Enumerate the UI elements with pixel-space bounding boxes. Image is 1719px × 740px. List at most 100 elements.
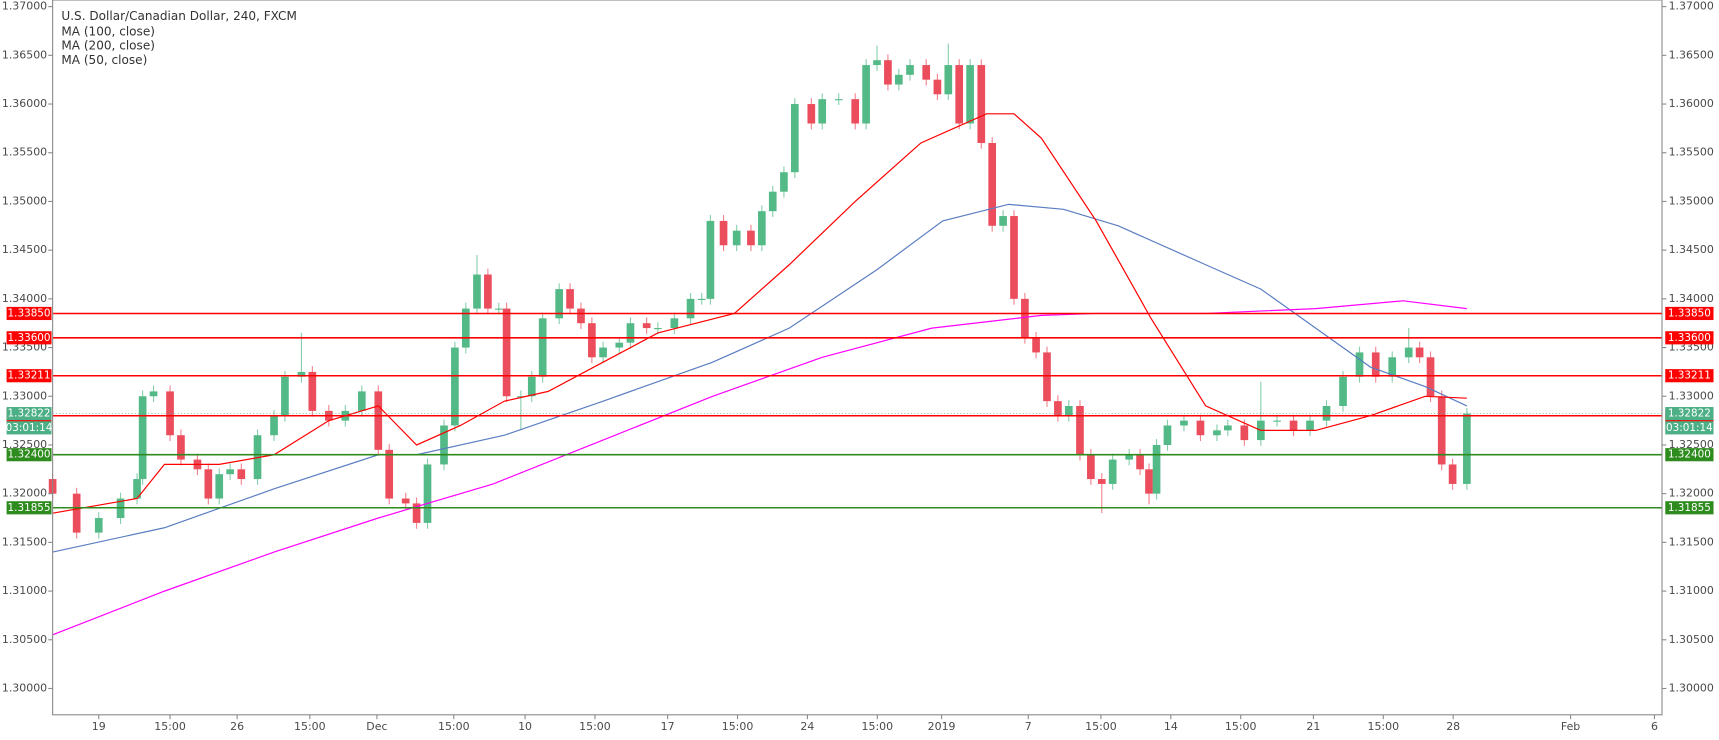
candle-body: [642, 323, 651, 329]
y-tick-label: 1.32000: [2, 487, 47, 500]
y-tick-label: 1.31500: [1669, 535, 1714, 548]
candle-body: [1322, 405, 1331, 421]
y-tick-label: 1.31000: [2, 584, 47, 597]
x-tick-label: 10: [518, 720, 532, 733]
candle-body: [401, 498, 410, 504]
candle-body: [440, 425, 448, 465]
candle-body: [719, 220, 728, 246]
candle-body: [555, 289, 564, 319]
y-tick-label: 1.32500: [2, 438, 47, 451]
x-tick-label: 15:00: [154, 720, 186, 733]
candle-body: [1125, 454, 1134, 460]
price-tag: 1.32400: [1665, 448, 1714, 462]
candle-body: [1163, 425, 1172, 445]
candle-body: [297, 371, 306, 377]
price-tag-label: 1.33211: [1668, 370, 1711, 382]
candle-body: [1339, 376, 1347, 406]
candle-body: [615, 342, 624, 348]
candle-body: [1463, 413, 1471, 484]
x-tick-label: 6: [1651, 720, 1658, 733]
candle-body: [215, 474, 224, 499]
y-tick-label: 1.30000: [2, 681, 47, 694]
price-tag-label: 1.33850: [1668, 307, 1711, 319]
y-tick-label: 1.31500: [2, 535, 47, 548]
candle-body: [706, 220, 715, 299]
price-tag-box: [1665, 407, 1714, 421]
plot-border: [52, 0, 1663, 716]
x-tick-label: 7: [1025, 720, 1032, 733]
candle-body: [308, 371, 317, 411]
candle-body: [577, 308, 585, 324]
candle-body: [473, 274, 481, 309]
candle-body: [1087, 454, 1095, 480]
price-tag: 1.31855: [6, 501, 52, 515]
candle-body: [281, 376, 289, 416]
candle-body: [451, 347, 459, 426]
price-tag-label: 1.32822: [1668, 408, 1711, 420]
x-tick-label: 15:00: [438, 720, 470, 733]
candle-body: [758, 211, 766, 246]
price-tag-box: [6, 501, 52, 515]
candle-body: [894, 74, 903, 85]
price-tag-label: 1.31855: [1668, 502, 1711, 514]
candle-body: [818, 99, 827, 124]
candle-body: [1224, 425, 1232, 431]
candle-body: [1152, 444, 1161, 494]
x-tick-label: Dec: [366, 720, 387, 733]
y-tick-label: 1.32500: [1669, 438, 1714, 451]
price-tag-label: 1.33600: [8, 332, 51, 344]
candle-body: [1289, 420, 1298, 431]
moving-average: [52, 113, 1467, 514]
candle-body: [922, 65, 931, 80]
chart-title: U.S. Dollar/Canadian Dollar, 240, FXCM: [61, 9, 296, 23]
candle-body: [1043, 352, 1051, 402]
y-tick-label: 1.34500: [1669, 243, 1714, 256]
price-tag-label: 1.32822: [8, 408, 51, 420]
candle-body: [999, 216, 1007, 226]
y-tick-label: 1.37000: [2, 0, 47, 13]
candle-body: [780, 172, 788, 192]
moving-average: [52, 300, 1467, 636]
candle-body: [851, 99, 860, 124]
candle-body: [654, 328, 662, 330]
candle-body: [1108, 459, 1117, 484]
candle-body: [1213, 430, 1221, 436]
y-tick-label: 1.33000: [1669, 389, 1714, 402]
x-tick-label: 24: [800, 720, 814, 733]
price-tag-box: [1665, 448, 1714, 462]
candle-body: [1240, 425, 1249, 441]
candle-body: [1437, 396, 1446, 465]
y-tick-label: 1.36000: [2, 97, 47, 110]
candle-body: [732, 230, 741, 246]
candle-body: [237, 469, 246, 480]
candle-body: [1021, 298, 1029, 338]
y-tick-label: 1.34500: [2, 243, 47, 256]
y-tick-label: 1.37000: [1669, 0, 1714, 13]
x-tick-label: 15:00: [1225, 720, 1257, 733]
candle-body: [94, 518, 103, 533]
candle-body: [1064, 405, 1073, 416]
candle-body: [768, 191, 777, 212]
x-tick-label: Feb: [1561, 720, 1580, 733]
candle-body: [1010, 216, 1018, 299]
candle-body: [873, 60, 881, 66]
x-tick-label: 26: [230, 720, 244, 733]
price-tag-label: 1.33211: [8, 370, 51, 382]
y-tick-label: 1.32000: [1669, 487, 1714, 500]
plot: [48, 43, 1662, 636]
price-tag: 1.32822: [6, 407, 52, 421]
candle-body: [906, 65, 914, 75]
price-tag: 1.33600: [1665, 331, 1714, 345]
candle-body: [747, 230, 755, 246]
price-tag: 1.33211: [6, 369, 52, 383]
candle-body: [138, 396, 147, 480]
candle-body: [686, 298, 695, 319]
candle-body: [1426, 357, 1435, 397]
candle-body: [461, 308, 470, 348]
candle-body: [1076, 405, 1084, 455]
candle-body: [517, 396, 525, 398]
price-tag-label: 1.33850: [8, 307, 51, 319]
y-tick-label: 1.30500: [1669, 633, 1714, 646]
candle-body: [1180, 420, 1188, 426]
